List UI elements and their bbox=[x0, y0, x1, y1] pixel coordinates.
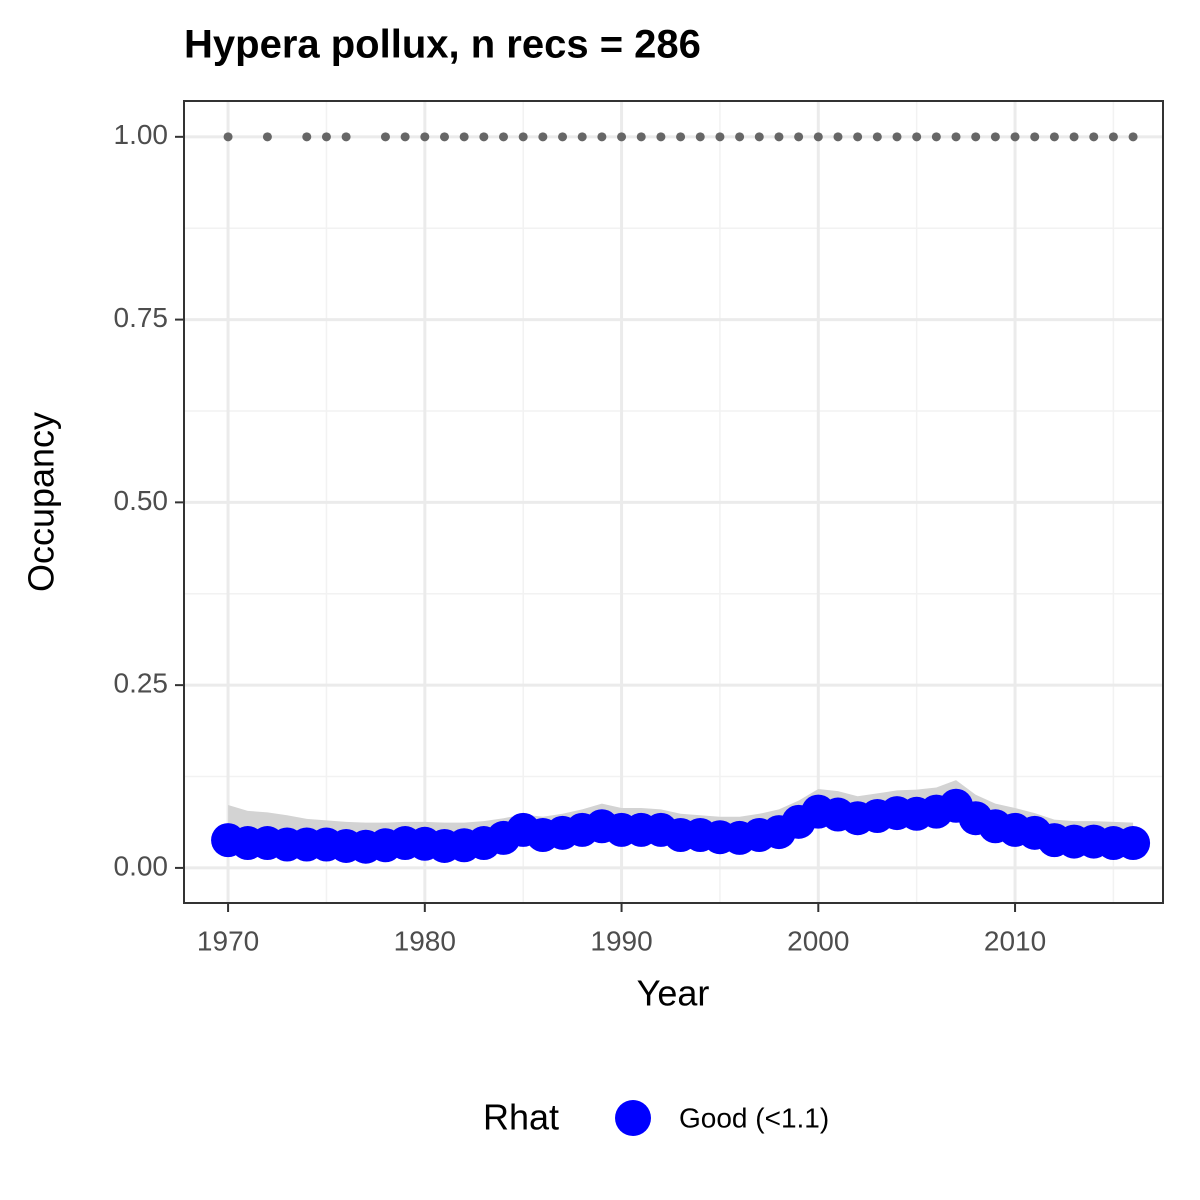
record-point bbox=[617, 132, 627, 142]
record-point bbox=[971, 132, 981, 142]
record-point bbox=[813, 132, 823, 142]
y-tick-label: 1.00 bbox=[114, 119, 169, 150]
record-point bbox=[1108, 132, 1118, 142]
record-point bbox=[695, 132, 705, 142]
legend-title: Rhat bbox=[483, 1097, 559, 1138]
record-point bbox=[892, 132, 902, 142]
record-point bbox=[990, 132, 1000, 142]
record-point bbox=[656, 132, 666, 142]
x-axis-title: Year bbox=[637, 973, 710, 1014]
y-tick-label: 0.00 bbox=[114, 850, 169, 881]
record-point bbox=[1069, 132, 1079, 142]
record-point bbox=[931, 132, 941, 142]
x-tick-label: 2010 bbox=[984, 925, 1046, 956]
record-point bbox=[439, 132, 449, 142]
record-point bbox=[754, 132, 764, 142]
record-point bbox=[853, 132, 863, 142]
record-point bbox=[321, 132, 331, 142]
legend-marker bbox=[615, 1100, 651, 1136]
x-tick-label: 1980 bbox=[394, 925, 456, 956]
record-point bbox=[223, 132, 233, 142]
record-point bbox=[400, 132, 410, 142]
x-tick-label: 1990 bbox=[590, 925, 652, 956]
record-point bbox=[912, 132, 922, 142]
y-axis-title: Occupancy bbox=[21, 412, 62, 592]
record-point bbox=[420, 132, 430, 142]
record-point bbox=[577, 132, 587, 142]
y-tick-label: 0.50 bbox=[114, 485, 169, 516]
record-point bbox=[951, 132, 961, 142]
record-point bbox=[676, 132, 686, 142]
record-point bbox=[499, 132, 509, 142]
record-point bbox=[479, 132, 489, 142]
y-tick-label: 0.25 bbox=[114, 668, 169, 699]
x-tick-label: 1970 bbox=[197, 925, 259, 956]
record-point bbox=[774, 132, 784, 142]
record-point bbox=[518, 132, 528, 142]
x-tick-label: 2000 bbox=[787, 925, 849, 956]
record-point bbox=[1030, 132, 1040, 142]
record-point bbox=[794, 132, 804, 142]
legend-label: Good (<1.1) bbox=[679, 1102, 829, 1133]
record-point bbox=[1049, 132, 1059, 142]
record-point bbox=[833, 132, 843, 142]
record-point bbox=[538, 132, 548, 142]
record-point bbox=[636, 132, 646, 142]
data-point bbox=[1116, 826, 1151, 861]
record-point bbox=[380, 132, 390, 142]
record-point bbox=[302, 132, 312, 142]
record-point bbox=[735, 132, 745, 142]
record-point bbox=[262, 132, 272, 142]
record-point bbox=[872, 132, 882, 142]
record-point bbox=[1128, 132, 1138, 142]
record-point bbox=[1010, 132, 1020, 142]
record-point bbox=[558, 132, 568, 142]
record-point bbox=[459, 132, 469, 142]
record-point bbox=[715, 132, 725, 142]
panel-border bbox=[183, 100, 1164, 904]
record-point bbox=[597, 132, 607, 142]
record-point bbox=[341, 132, 351, 142]
record-point bbox=[1089, 132, 1099, 142]
y-tick-label: 0.75 bbox=[114, 302, 169, 333]
chart-title: Hypera pollux, n recs = 286 bbox=[184, 23, 701, 67]
